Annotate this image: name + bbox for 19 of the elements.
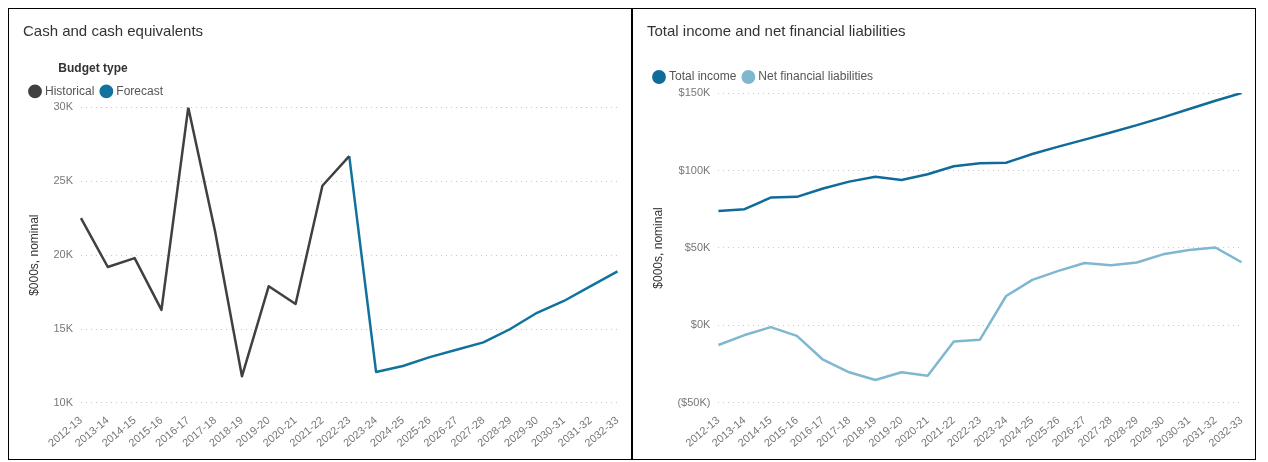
y-tick-label: 25K bbox=[53, 174, 74, 187]
y-tick-label: 15K bbox=[53, 322, 74, 335]
chart-title: Total income and net financial liabilities bbox=[647, 22, 906, 40]
y-tick-label: 10K bbox=[53, 395, 74, 408]
legend-label: Net financial liabilities bbox=[758, 69, 874, 84]
y-tick-label: $0K bbox=[690, 318, 712, 331]
y-axis-title: $000s, nominal bbox=[650, 207, 665, 289]
y-tick-label: $100K bbox=[678, 163, 712, 176]
legend-label: Total income bbox=[669, 69, 737, 84]
y-tick-label: 20K bbox=[53, 248, 74, 261]
y-tick-label: $50K bbox=[684, 241, 712, 253]
legend-label: Historical bbox=[45, 83, 95, 98]
y-tick-label: $150K bbox=[678, 86, 712, 99]
y-axis-title: $000s, nominal bbox=[26, 214, 41, 296]
legend-label: Forecast bbox=[116, 83, 164, 98]
y-tick-label: 30K bbox=[53, 100, 74, 113]
y-tick-label: ($50K) bbox=[677, 395, 711, 408]
legend-title: Budget type bbox=[58, 61, 128, 76]
chart-title: Cash and cash equivalents bbox=[23, 22, 204, 40]
